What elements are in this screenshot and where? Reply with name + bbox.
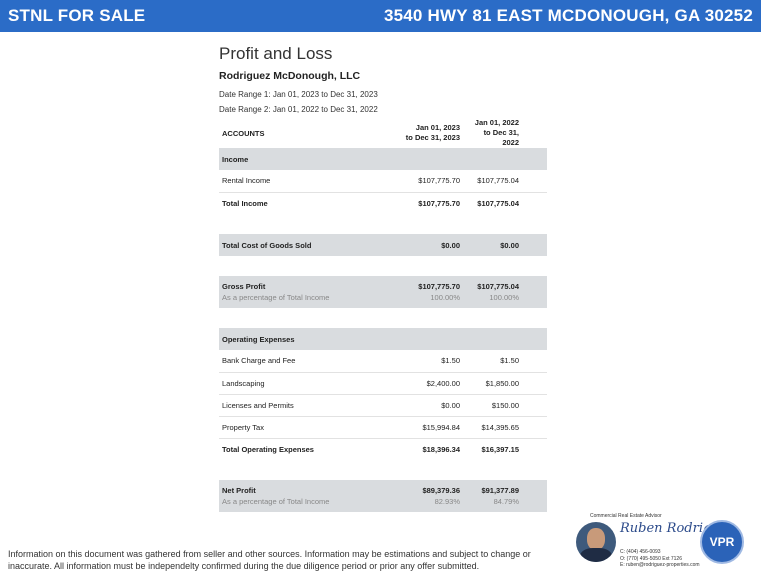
table-row: Licenses and Permits $0.00 $150.00	[219, 394, 547, 417]
row-value-2022: $0.00	[463, 234, 547, 256]
report-header: Profit and Loss Rodriguez McDonough, LLC…	[219, 44, 547, 117]
row-percent-2023: 100.00%	[430, 293, 460, 302]
agent-photo	[576, 522, 616, 562]
logo-text: VPR	[709, 535, 735, 549]
table-row: Rental Income $107,775.70 $107,775.04	[219, 170, 547, 193]
table-row: Property Tax $15,994.84 $14,395.65	[219, 416, 547, 439]
row-sublabel: As a percentage of Total Income	[222, 497, 330, 506]
row-value-2022: $1,850.00	[463, 372, 547, 395]
row-label: Total Income	[222, 198, 268, 208]
property-address: 3540 HWY 81 EAST MCDONOUGH, GA 30252	[383, 6, 753, 25]
agent-email: E: ruben@rodriguez-properties.com	[620, 562, 700, 568]
col-2022-line2: to Dec 31, 2022	[483, 128, 519, 147]
row-value-2022: $107,775.04	[477, 282, 519, 291]
row-label: Net Profit	[222, 486, 256, 495]
agent-card: Commercial Real Estate Advisor Ruben Rod…	[566, 512, 761, 588]
section-operating-expenses: Operating Expenses	[219, 328, 547, 350]
row-label: Gross Profit	[222, 282, 266, 291]
table-row-cogs: Total Cost of Goods Sold $0.00 $0.00	[219, 234, 547, 256]
row-label: Total Operating Expenses	[222, 444, 314, 454]
row-label: Licenses and Permits	[219, 394, 383, 417]
row-value-2023: $1.50	[383, 350, 463, 373]
row-value-2022-cell: $107,775.04 100.00%	[463, 276, 547, 308]
row-label: Rental Income	[219, 170, 383, 193]
table-row: Bank Charge and Fee $1.50 $1.50	[219, 350, 547, 373]
row-value-2023-cell: $107,775.70 100.00%	[383, 276, 463, 308]
row-value-2023: $89,379.36	[422, 486, 460, 495]
row-percent-2023: 82.93%	[434, 497, 460, 506]
table-row-net-profit: Net Profit As a percentage of Total Inco…	[219, 480, 547, 512]
col-2023: Jan 01, 2023 to Dec 31, 2023	[383, 118, 463, 148]
disclaimer: Information on this document was gathere…	[8, 549, 531, 571]
row-label: Total Cost of Goods Sold	[219, 234, 383, 256]
row-value-2023: $107,775.70	[418, 282, 460, 291]
row-value-2023: $18,396.34	[422, 444, 460, 454]
row-value-2023: $2,400.00	[383, 372, 463, 395]
agent-cell: C: (404) 456-0093	[620, 549, 661, 555]
row-label-cell: Gross Profit As a percentage of Total In…	[219, 276, 383, 308]
table-row: Landscaping $2,400.00 $1,850.00	[219, 372, 547, 395]
row-value-2022: $107,775.04	[463, 170, 547, 193]
section-opex-label: Operating Expenses	[219, 328, 547, 350]
section-income-label: Income	[219, 148, 547, 170]
table-row-total-income: Total Income $107,775.70 $107,775.04	[219, 192, 547, 214]
section-income: Income	[219, 148, 547, 170]
row-percent-2022: 100.00%	[489, 293, 519, 302]
row-value-2023: $107,775.70	[383, 170, 463, 193]
col-2023-line1: Jan 01, 2023	[415, 123, 460, 132]
row-label: Property Tax	[219, 416, 383, 439]
row-value-2022: $91,377.89	[481, 486, 519, 495]
row-value-2022-cell: $91,377.89 84.79%	[463, 480, 547, 512]
row-value-2022: $16,397.15	[481, 444, 519, 454]
row-sublabel: As a percentage of Total Income	[222, 293, 330, 302]
company-name: Rodriguez McDonough, LLC	[219, 70, 361, 82]
table-row-total-opex: Total Operating Expenses $18,396.34 $16,…	[219, 438, 547, 460]
table-row-gross-profit: Gross Profit As a percentage of Total In…	[219, 276, 547, 308]
row-value-2022: $1.50	[463, 350, 547, 373]
row-value-2023-cell: $89,379.36 82.93%	[383, 480, 463, 512]
row-label-cell: Net Profit As a percentage of Total Inco…	[219, 480, 383, 512]
vpr-logo: VPR	[700, 520, 744, 564]
row-label: Bank Charge and Fee	[219, 350, 383, 373]
table-header-row: ACCOUNTS Jan 01, 2023 to Dec 31, 2023 Ja…	[219, 118, 547, 148]
agent-role: Commercial Real Estate Advisor	[590, 513, 662, 519]
col-2023-line2: to Dec 31, 2023	[405, 133, 460, 142]
row-percent-2022: 84.79%	[493, 497, 519, 506]
col-accounts: ACCOUNTS	[222, 128, 265, 138]
date-range-2: Date Range 2: Jan 01, 2022 to Dec 31, 20…	[219, 105, 378, 114]
col-2022: Jan 01, 2022 to Dec 31, 2022	[463, 118, 547, 148]
agent-contact: C: (404) 456-0093 O: (770) 495-5050 Ext …	[620, 549, 700, 569]
listing-status: STNL FOR SALE	[8, 6, 146, 25]
row-value-2022: $14,395.65	[463, 416, 547, 439]
agent-office: O: (770) 495-5050 Ext 7126	[620, 555, 682, 562]
header-banner: STNL FOR SALE 3540 HWY 81 EAST MCDONOUGH…	[0, 0, 761, 32]
row-value-2022: $150.00	[463, 394, 547, 417]
row-value-2023: $107,775.70	[418, 198, 460, 208]
row-value-2023: $0.00	[383, 394, 463, 417]
profit-loss-table: ACCOUNTS Jan 01, 2023 to Dec 31, 2023 Ja…	[219, 118, 547, 512]
row-value-2023: $0.00	[383, 234, 463, 256]
row-value-2023: $15,994.84	[383, 416, 463, 439]
date-range-1: Date Range 1: Jan 01, 2023 to Dec 31, 20…	[219, 90, 378, 99]
row-label: Landscaping	[219, 372, 383, 395]
report-title: Profit and Loss	[219, 44, 333, 63]
col-2022-line1: Jan 01, 2022	[474, 118, 519, 127]
row-value-2022: $107,775.04	[477, 198, 519, 208]
